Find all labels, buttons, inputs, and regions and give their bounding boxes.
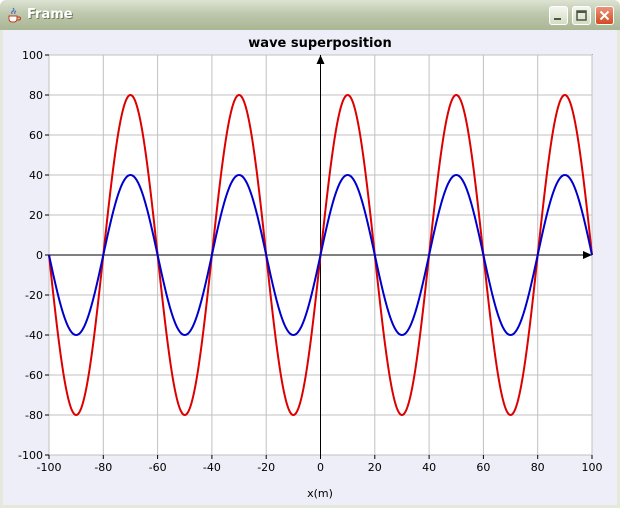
java-cup-icon [8, 7, 21, 23]
y-tick-label: -20 [25, 289, 43, 302]
x-tick-label: 100 [582, 461, 603, 474]
x-axis-arrow [583, 251, 592, 259]
close-icon [599, 10, 610, 21]
x-tick-label: 60 [476, 461, 490, 474]
maximize-button[interactable] [572, 6, 591, 25]
series-group [48, 93, 593, 417]
y-tick-label: -40 [25, 329, 43, 342]
y-tick-label: -100 [18, 449, 43, 462]
chart-panel: -100 -80 -60 -40 -20 0 20 40 60 80 100 -100 -80 -60 -4… [3, 30, 617, 505]
x-tick-label: 0 [317, 461, 324, 474]
minimize-icon [554, 18, 561, 20]
y-tick-label: 80 [29, 89, 43, 102]
window-title: Frame [27, 7, 73, 22]
x-tick-label: -20 [257, 461, 275, 474]
y-tick-label: 20 [29, 209, 43, 222]
y-axis-arrow [316, 55, 325, 64]
x-tick-label: -60 [149, 461, 167, 474]
y-tick-label: -60 [25, 369, 43, 382]
x-tick-label: -100 [37, 461, 62, 474]
x-tick-label: 80 [531, 461, 545, 474]
y-tick-label: 100 [22, 49, 43, 62]
y-tick-label: 60 [29, 129, 43, 142]
minimize-button[interactable] [549, 6, 568, 25]
x-tick-label: 20 [368, 461, 382, 474]
title-bar[interactable]: Frame [0, 0, 620, 30]
chart-title: wave superposition [248, 36, 391, 51]
x-tick-label: -80 [94, 461, 112, 474]
chart: -100 -80 -60 -40 -20 0 20 40 60 80 100 -100 -80 -60 -4… [3, 30, 617, 505]
x-axis-label: x(m) [307, 487, 333, 500]
maximize-icon [576, 10, 587, 21]
series-line-2 [48, 173, 593, 337]
x-tick-label: 40 [422, 461, 436, 474]
y-tick-label: -80 [25, 409, 43, 422]
x-tick-label: -40 [203, 461, 221, 474]
y-tick-label: 40 [29, 169, 43, 182]
tick-labels: -100 -80 -60 -40 -20 0 20 40 60 80 100 -100 -80 -60 -4… [18, 49, 602, 474]
y-tick-label: 0 [36, 249, 43, 262]
close-button[interactable] [595, 6, 614, 25]
